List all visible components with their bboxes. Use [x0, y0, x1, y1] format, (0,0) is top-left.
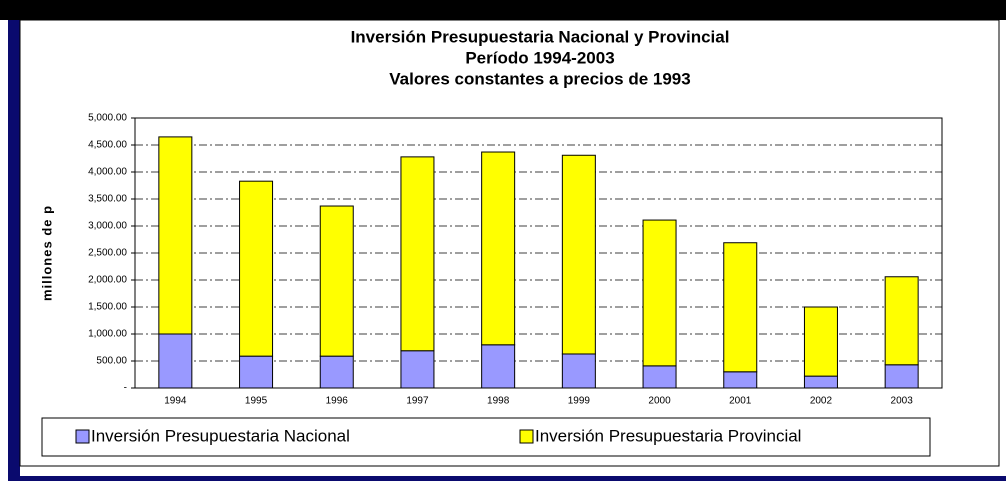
bar-segment	[642, 365, 677, 389]
legend-swatch	[75, 429, 90, 444]
y-tick-label: 3,500.00	[88, 194, 127, 205]
x-tick-label: 1999	[568, 396, 591, 407]
x-tick-label: 1998	[487, 396, 510, 407]
y-tick-label: 2,000.00	[88, 275, 127, 286]
bar-segment	[481, 344, 516, 389]
bar-segment	[803, 306, 838, 377]
bar-segment	[884, 276, 919, 366]
top-band	[0, 0, 1006, 20]
bar-segment	[803, 375, 838, 389]
title: Período 1994-2003	[465, 48, 614, 67]
left-band	[8, 20, 20, 481]
y-axis-label: millones de p	[39, 205, 54, 301]
bar-segment	[884, 364, 919, 389]
bar-segment	[239, 355, 274, 389]
y-tick-label: 3,000.00	[88, 221, 127, 232]
y-tick-label: 4,000.00	[88, 167, 127, 178]
bar-segment	[481, 151, 516, 346]
bar-segment	[561, 154, 596, 355]
bar-segment	[319, 205, 354, 357]
bar-segment	[158, 333, 193, 389]
x-tick-label: 2003	[891, 396, 914, 407]
x-tick-label: 1997	[406, 396, 429, 407]
bar-segment	[239, 180, 274, 357]
y-tick-label: 2,500.00	[88, 248, 127, 259]
legend-swatch	[519, 429, 534, 444]
bar-segment	[158, 136, 193, 335]
x-tick-label: 2001	[729, 396, 752, 407]
x-tick-label: 2000	[648, 396, 671, 407]
bar-segment	[723, 371, 758, 389]
title: Inversión Presupuestaria Nacional y Prov…	[351, 27, 730, 46]
bottom-band	[8, 476, 1006, 481]
bar-segment	[561, 353, 596, 389]
x-tick-label: 2002	[810, 396, 833, 407]
y-tick-label: -	[124, 383, 127, 394]
title: Valores constantes a precios de 1993	[389, 69, 690, 88]
bar-segment	[400, 156, 435, 352]
x-tick-label: 1996	[326, 396, 349, 407]
y-tick-label: 4,500.00	[88, 140, 127, 151]
y-tick-label: 5,000.00	[88, 113, 127, 124]
x-tick-label: 1995	[245, 396, 268, 407]
bar-segment	[642, 219, 677, 367]
bar-segment	[723, 242, 758, 373]
y-tick-label: 500.00	[96, 356, 127, 367]
legend-label: Inversión Presupuestaria Nacional	[91, 426, 350, 445]
bar-segment	[400, 350, 435, 389]
legend-label: Inversión Presupuestaria Provincial	[535, 426, 801, 445]
legend	[41, 417, 931, 457]
bar-segment	[319, 355, 354, 389]
y-tick-label: 1,000.00	[88, 329, 127, 340]
x-tick-label: 1994	[164, 396, 187, 407]
y-tick-label: 1,500.00	[88, 302, 127, 313]
